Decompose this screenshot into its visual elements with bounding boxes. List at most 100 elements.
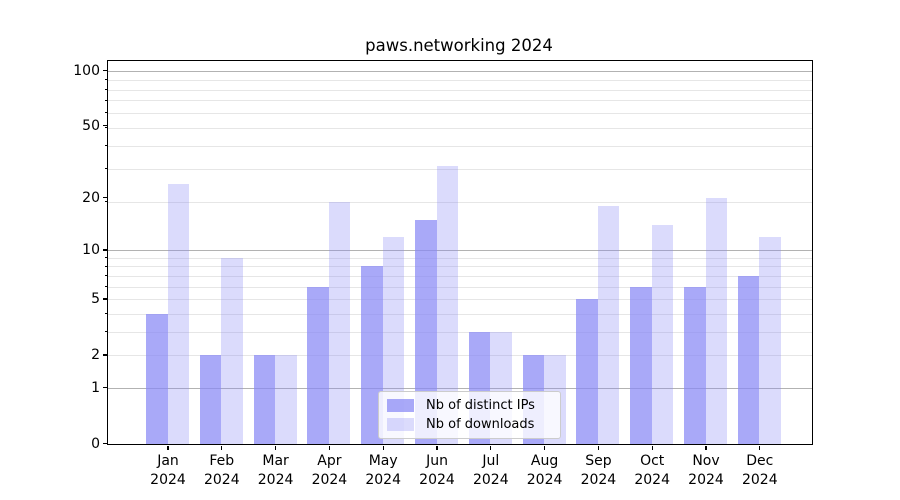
y-minor-tick — [104, 168, 107, 170]
y-minor-tick — [104, 112, 107, 114]
bar-distinct-ips — [630, 286, 652, 444]
legend-row-distinct-ips: Nb of distinct IPs — [387, 396, 552, 415]
y-tick — [103, 69, 107, 72]
bar-distinct-ips — [737, 275, 760, 444]
y-tick-label: 10 — [82, 241, 100, 258]
y-tick-label: 50 — [82, 117, 100, 134]
x-tick-label: Dec 2024 — [728, 452, 792, 490]
x-tick-year: 2024 — [741, 472, 778, 488]
gridline-minor — [108, 127, 812, 129]
x-tick — [759, 446, 761, 450]
bar-downloads — [167, 183, 189, 444]
y-tick — [103, 443, 107, 445]
x-tick-month: Nov — [692, 453, 720, 469]
x-tick — [167, 446, 169, 450]
x-tick-month: Jun — [426, 453, 448, 469]
x-tick-year: 2024 — [365, 472, 401, 488]
x-tick-label: Mar 2024 — [244, 452, 308, 490]
x-tick-year: 2024 — [150, 472, 186, 488]
gridline-minor — [108, 89, 812, 91]
gridline-major — [108, 387, 812, 389]
y-minor-tick — [104, 88, 107, 90]
gridline-minor — [108, 201, 812, 203]
x-tick-year: 2024 — [634, 472, 670, 488]
x-tick-month: Aug — [530, 453, 559, 469]
y-minor-tick — [104, 285, 107, 287]
x-tick-year: 2024 — [688, 472, 724, 488]
gridline-minor — [108, 266, 812, 268]
chart-title: paws.networking 2024 — [365, 36, 553, 55]
y-minor-tick — [104, 313, 107, 315]
bar-distinct-ips — [199, 355, 222, 444]
x-tick — [490, 446, 492, 450]
gridline-minor — [108, 80, 812, 82]
legend-swatch-distinct-ips — [387, 399, 414, 412]
plot-area — [107, 60, 813, 445]
x-tick-month: Jul — [482, 453, 500, 469]
y-minor-tick — [104, 298, 107, 300]
bar-distinct-ips — [361, 266, 383, 444]
bar-distinct-ips — [146, 313, 168, 444]
gridline-minor — [108, 355, 812, 357]
gridline-major — [108, 70, 812, 72]
y-tick — [103, 196, 107, 199]
x-tick-year: 2024 — [419, 472, 455, 488]
y-minor-tick — [104, 265, 107, 267]
y-tick-label: 100 — [73, 62, 100, 79]
gridline-minor — [108, 257, 812, 259]
bar-distinct-ips — [307, 286, 329, 444]
bar-distinct-ips — [415, 219, 437, 444]
x-tick — [328, 446, 331, 450]
gridline-minor — [108, 286, 812, 288]
bar-downloads — [436, 166, 458, 444]
x-tick — [436, 446, 438, 450]
y-tick — [103, 249, 107, 251]
y-minor-tick — [104, 200, 107, 202]
x-tick — [543, 446, 546, 450]
x-tick-month: Dec — [746, 453, 774, 469]
gridline-minor — [108, 168, 812, 170]
gridline-minor — [108, 145, 812, 147]
x-tick-label: May 2024 — [351, 452, 415, 490]
y-tick — [103, 387, 107, 389]
bar-downloads — [328, 201, 351, 444]
x-tick-label: Nov 2024 — [674, 452, 738, 490]
x-tick — [221, 446, 223, 450]
y-tick-label: 20 — [82, 189, 100, 206]
x-tick-label: Apr 2024 — [297, 452, 361, 490]
bar-downloads — [221, 257, 243, 444]
x-tick-year: 2024 — [472, 472, 509, 488]
x-tick-month: Feb — [209, 453, 235, 469]
gridline-minor — [108, 112, 812, 114]
x-tick-month: Jan — [157, 453, 179, 469]
x-tick-year: 2024 — [257, 472, 294, 488]
x-tick-year: 2024 — [526, 472, 563, 488]
y-minor-tick — [104, 257, 107, 259]
gridline-minor — [108, 299, 812, 301]
y-minor-tick — [104, 331, 107, 333]
legend-label-distinct-ips: Nb of distinct IPs — [426, 398, 535, 413]
legend-swatch-downloads — [387, 418, 414, 431]
legend-label-downloads: Nb of downloads — [426, 417, 535, 432]
y-minor-tick — [104, 79, 107, 81]
y-minor-tick — [104, 354, 107, 356]
x-tick-label: Sep 2024 — [566, 452, 630, 490]
x-tick-label: Jun 2024 — [405, 452, 469, 490]
x-tick-month: Apr — [317, 453, 342, 469]
x-tick — [597, 446, 600, 450]
y-tick-label: 1 — [91, 379, 100, 396]
y-minor-tick — [104, 275, 107, 277]
bar-downloads — [759, 236, 781, 444]
bar-downloads — [275, 355, 297, 444]
x-tick-year: 2024 — [580, 472, 617, 488]
x-tick-year: 2024 — [311, 472, 348, 488]
bar-distinct-ips — [253, 355, 276, 444]
y-tick-label: 2 — [91, 346, 100, 363]
gridline-minor — [108, 100, 812, 102]
x-tick-month: Sep — [585, 453, 612, 469]
gridline-minor — [108, 275, 812, 277]
x-tick-label: Feb 2024 — [190, 452, 254, 490]
bar-distinct-ips — [576, 299, 598, 444]
legend: Nb of distinct IPs Nb of downloads — [378, 391, 561, 439]
